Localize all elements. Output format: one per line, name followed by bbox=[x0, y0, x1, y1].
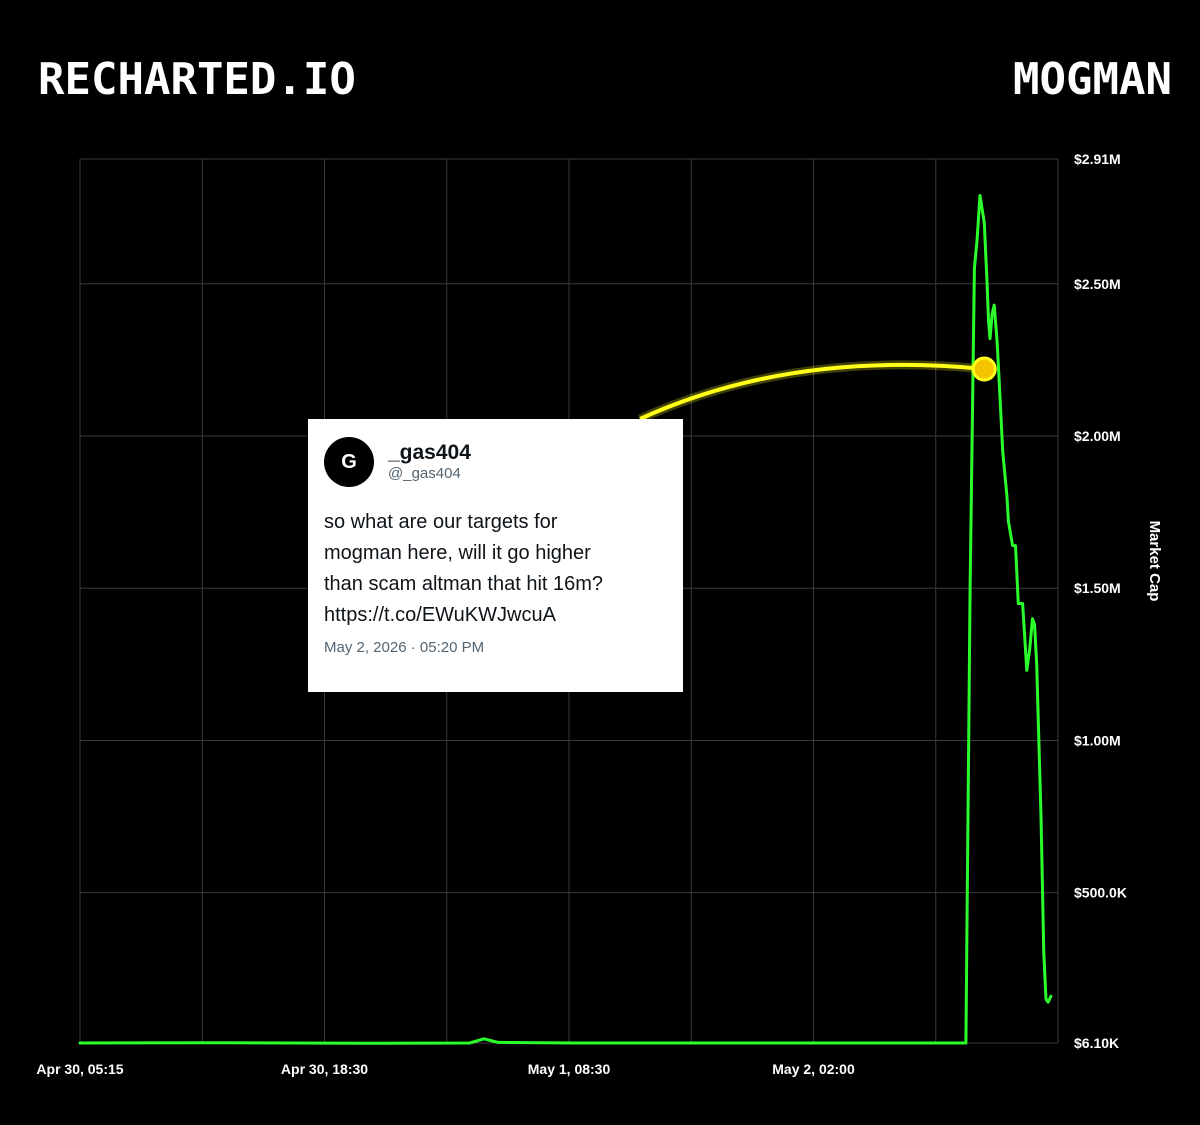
tweet-date[interactable]: May 2, 2026 · 05:20 PM bbox=[324, 639, 485, 656]
tweet-card[interactable]: G _gas404 @_gas404 so what are our targe… bbox=[308, 419, 683, 692]
x-tick-label: Apr 30, 05:15 bbox=[36, 1061, 123, 1077]
series-line-market-cap bbox=[78, 194, 1053, 1045]
annotation-arc bbox=[639, 362, 985, 421]
avatar[interactable]: G bbox=[324, 437, 374, 487]
x-tick-label: May 2, 02:00 bbox=[772, 1061, 855, 1077]
y-tick-label: $1.00M bbox=[1074, 732, 1121, 748]
y-tick-label: $6.10K bbox=[1074, 1035, 1119, 1051]
handle[interactable]: @_gas404 bbox=[388, 465, 461, 482]
site-brand: RECHARTED.IO bbox=[38, 54, 356, 105]
display-name[interactable]: _gas404 bbox=[388, 441, 471, 464]
y-tick-label: $1.50M bbox=[1074, 580, 1121, 596]
y-tick-label: $2.91M bbox=[1074, 151, 1121, 167]
y-tick-label: $2.00M bbox=[1074, 428, 1121, 444]
y-axis-label: Market Cap bbox=[1146, 521, 1163, 602]
tweet-text: so what are our targets for mogman here,… bbox=[324, 511, 604, 626]
annotation-marker bbox=[971, 356, 997, 382]
y-tick-label: $500.0K bbox=[1074, 885, 1127, 901]
x-tick-label: Apr 30, 18:30 bbox=[281, 1061, 368, 1077]
x-tick-label: May 1, 08:30 bbox=[528, 1061, 611, 1077]
y-tick-label: $2.50M bbox=[1074, 276, 1121, 292]
tweet-author: _gas404 @_gas404 bbox=[388, 441, 471, 483]
token-name: MOGMAN bbox=[1013, 54, 1172, 105]
tweet-header: G _gas404 @_gas404 bbox=[324, 437, 665, 487]
